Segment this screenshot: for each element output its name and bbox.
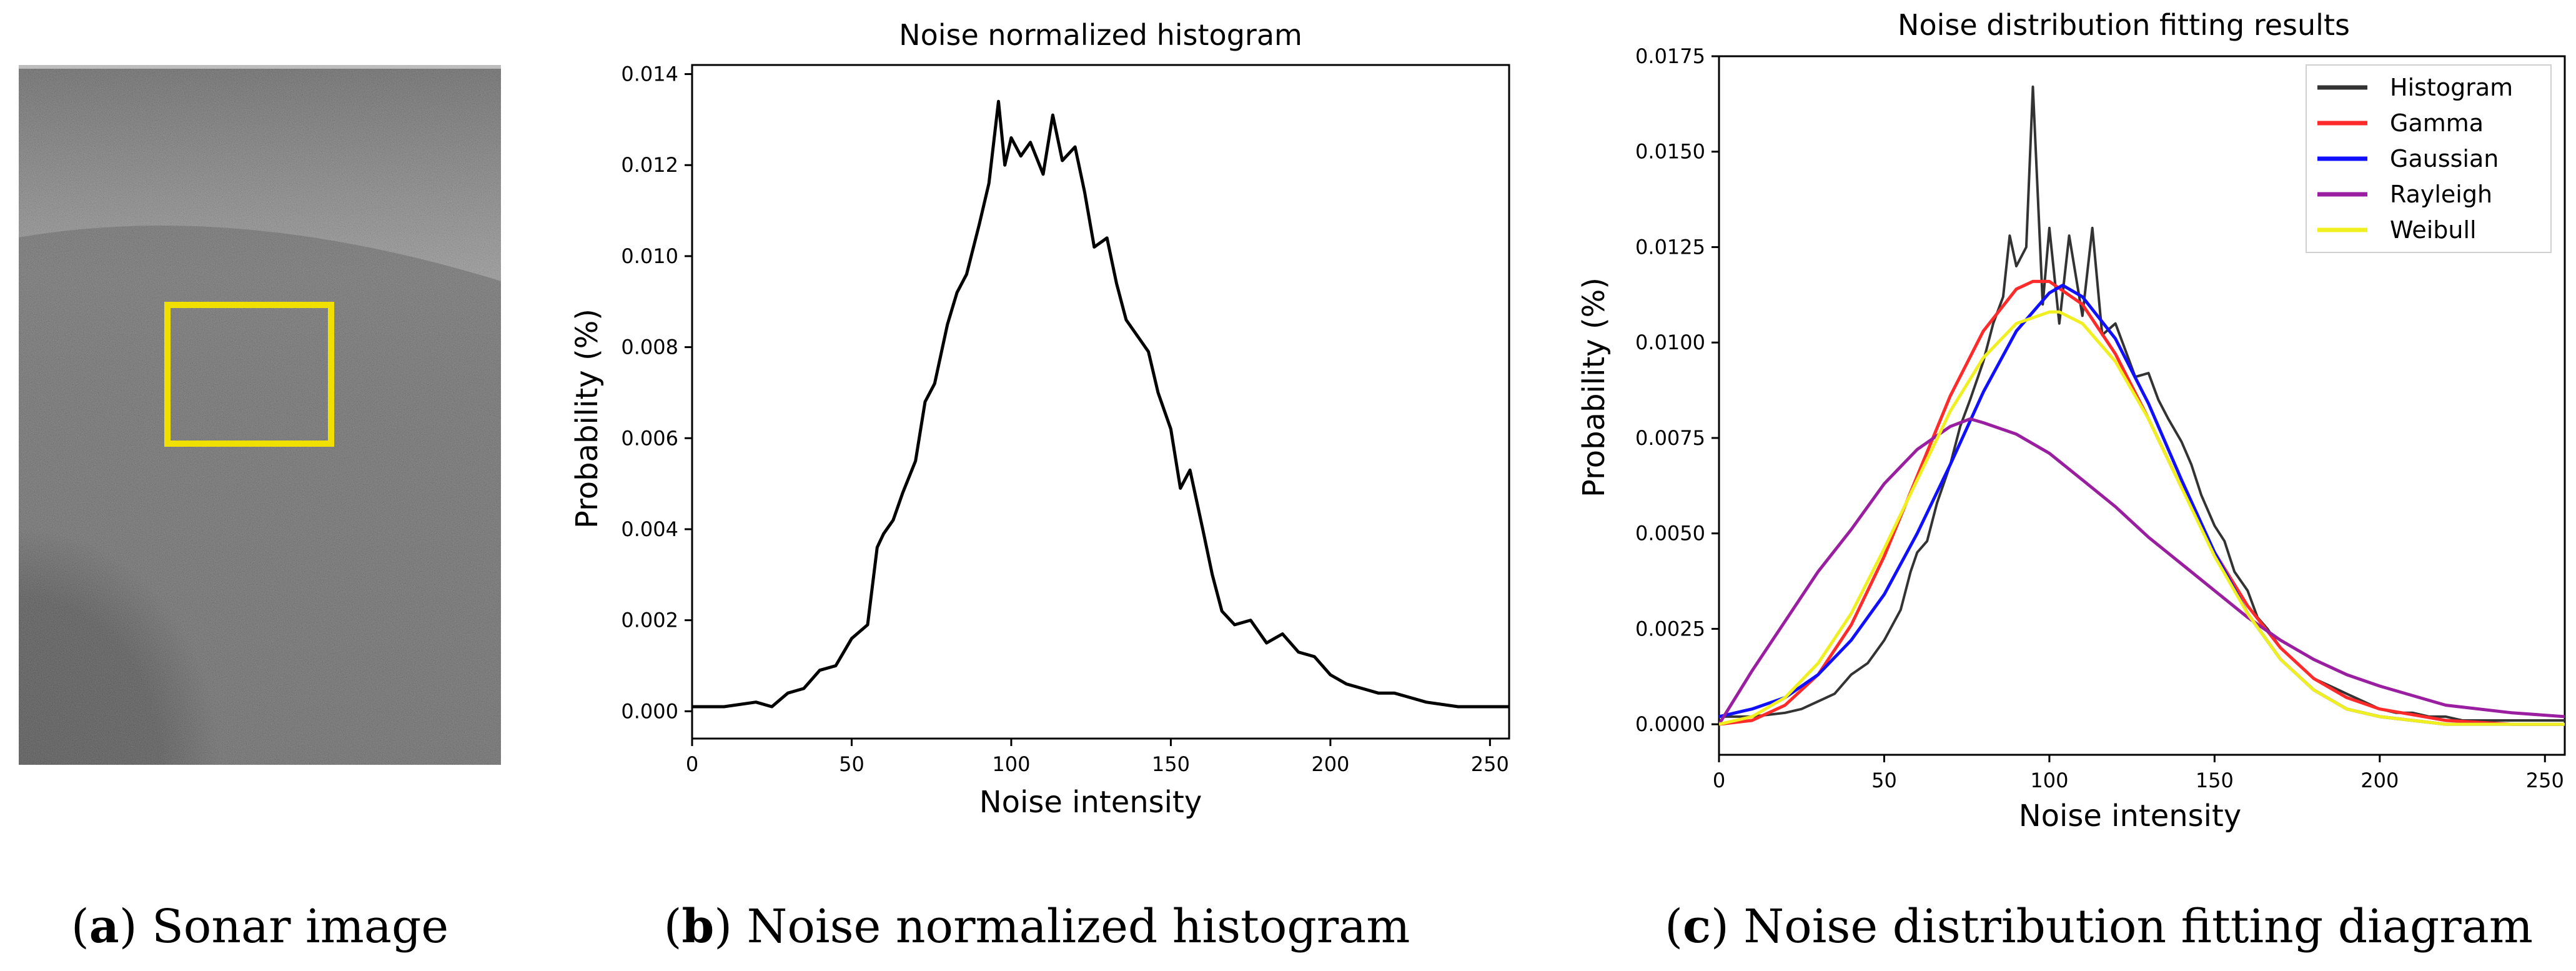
y-tick-label: 0.0175 — [1635, 44, 1705, 68]
y-tick-label: 0.0100 — [1635, 331, 1705, 354]
x-tick-label: 100 — [2030, 769, 2068, 792]
y-tick-label: 0.004 — [621, 517, 678, 541]
series-line-gamma — [1719, 279, 2565, 726]
y-tick-label: 0.0050 — [1635, 522, 1705, 545]
x-tick-label: 50 — [839, 752, 864, 776]
x-axis-label: Noise intensity — [979, 785, 1202, 820]
legend: Histogram Gamma Gaussian Rayleigh Weibull — [2306, 64, 2552, 253]
panel-a: (a) Sonar image — [19, 65, 501, 954]
legend-label: Weibull — [2390, 216, 2477, 244]
y-tick-label: 0.0075 — [1635, 426, 1705, 450]
legend-label: Gamma — [2390, 109, 2484, 137]
legend-label: Histogram — [2390, 74, 2513, 101]
x-axis: 0 50 100 150 200 250 — [686, 739, 1509, 776]
y-tick-label: 0.010 — [621, 244, 678, 268]
sonar-image — [19, 65, 501, 765]
y-tick-label: 0.000 — [621, 699, 678, 723]
series-line-weibull — [1719, 310, 2565, 726]
x-tick-label: 250 — [1471, 752, 1509, 776]
y-tick-label: 0.0025 — [1635, 617, 1705, 640]
y-tick-label: 0.0000 — [1635, 712, 1705, 736]
x-tick-label: 0 — [1713, 769, 1725, 792]
series-group — [692, 99, 1509, 709]
x-tick-label: 200 — [2361, 769, 2399, 792]
y-tick-label: 0.008 — [621, 336, 678, 359]
x-axis: 0 50 100 150 200 250 — [1713, 755, 2564, 792]
y-tick-label: 0.012 — [621, 153, 678, 177]
chart-title: Noise normalized histogram — [899, 18, 1302, 52]
y-tick-label: 0.0125 — [1635, 235, 1705, 259]
caption-b: (b) Noise normalized histogram — [664, 900, 1410, 954]
panel-c: Noise distribution fitting results 0.000… — [1577, 8, 2566, 954]
series-line-gaussian — [1719, 284, 2565, 726]
series-group — [1719, 85, 2565, 726]
y-tick-label: 0.014 — [621, 62, 678, 86]
x-tick-label: 150 — [1152, 752, 1190, 776]
series-line-rayleigh — [1719, 417, 2565, 725]
series-line-histogram — [692, 99, 1509, 709]
panel-b: Noise normalized histogram 0.0000.0020.0… — [570, 18, 1510, 954]
legend-label: Rayleigh — [2390, 181, 2492, 208]
caption-a: (a) Sonar image — [71, 900, 448, 954]
x-tick-label: 250 — [2526, 769, 2564, 792]
x-axis-label: Noise intensity — [2019, 799, 2242, 834]
y-axis-label: Probability (%) — [570, 309, 605, 529]
caption-c: (c) Noise distribution fitting diagram — [1665, 900, 2533, 954]
y-tick-label: 0.0150 — [1635, 140, 1705, 164]
x-tick-label: 200 — [1311, 752, 1349, 776]
y-axis: 0.000 0.002 0.004 0.006 0.008 0.010 0.012 0.014 — [621, 62, 692, 723]
x-tick-label: 100 — [992, 752, 1030, 776]
x-tick-label: 0 — [686, 752, 698, 776]
chart-title: Noise distribution fitting results — [1898, 8, 2350, 42]
x-tick-label: 150 — [2196, 769, 2234, 792]
legend-label: Gaussian — [2390, 145, 2499, 172]
x-tick-label: 50 — [1871, 769, 1897, 792]
y-tick-label: 0.002 — [621, 609, 678, 632]
y-tick-label: 0.006 — [621, 426, 678, 450]
plot-frame — [1718, 55, 2566, 756]
y-axis-label: Probability (%) — [1577, 277, 1612, 497]
plot-frame — [691, 64, 1510, 740]
target-highlight-box — [164, 302, 334, 447]
y-axis: 0.0000 0.0025 0.0050 0.0075 0.0100 0.0125 0.01… — [1635, 44, 1719, 736]
